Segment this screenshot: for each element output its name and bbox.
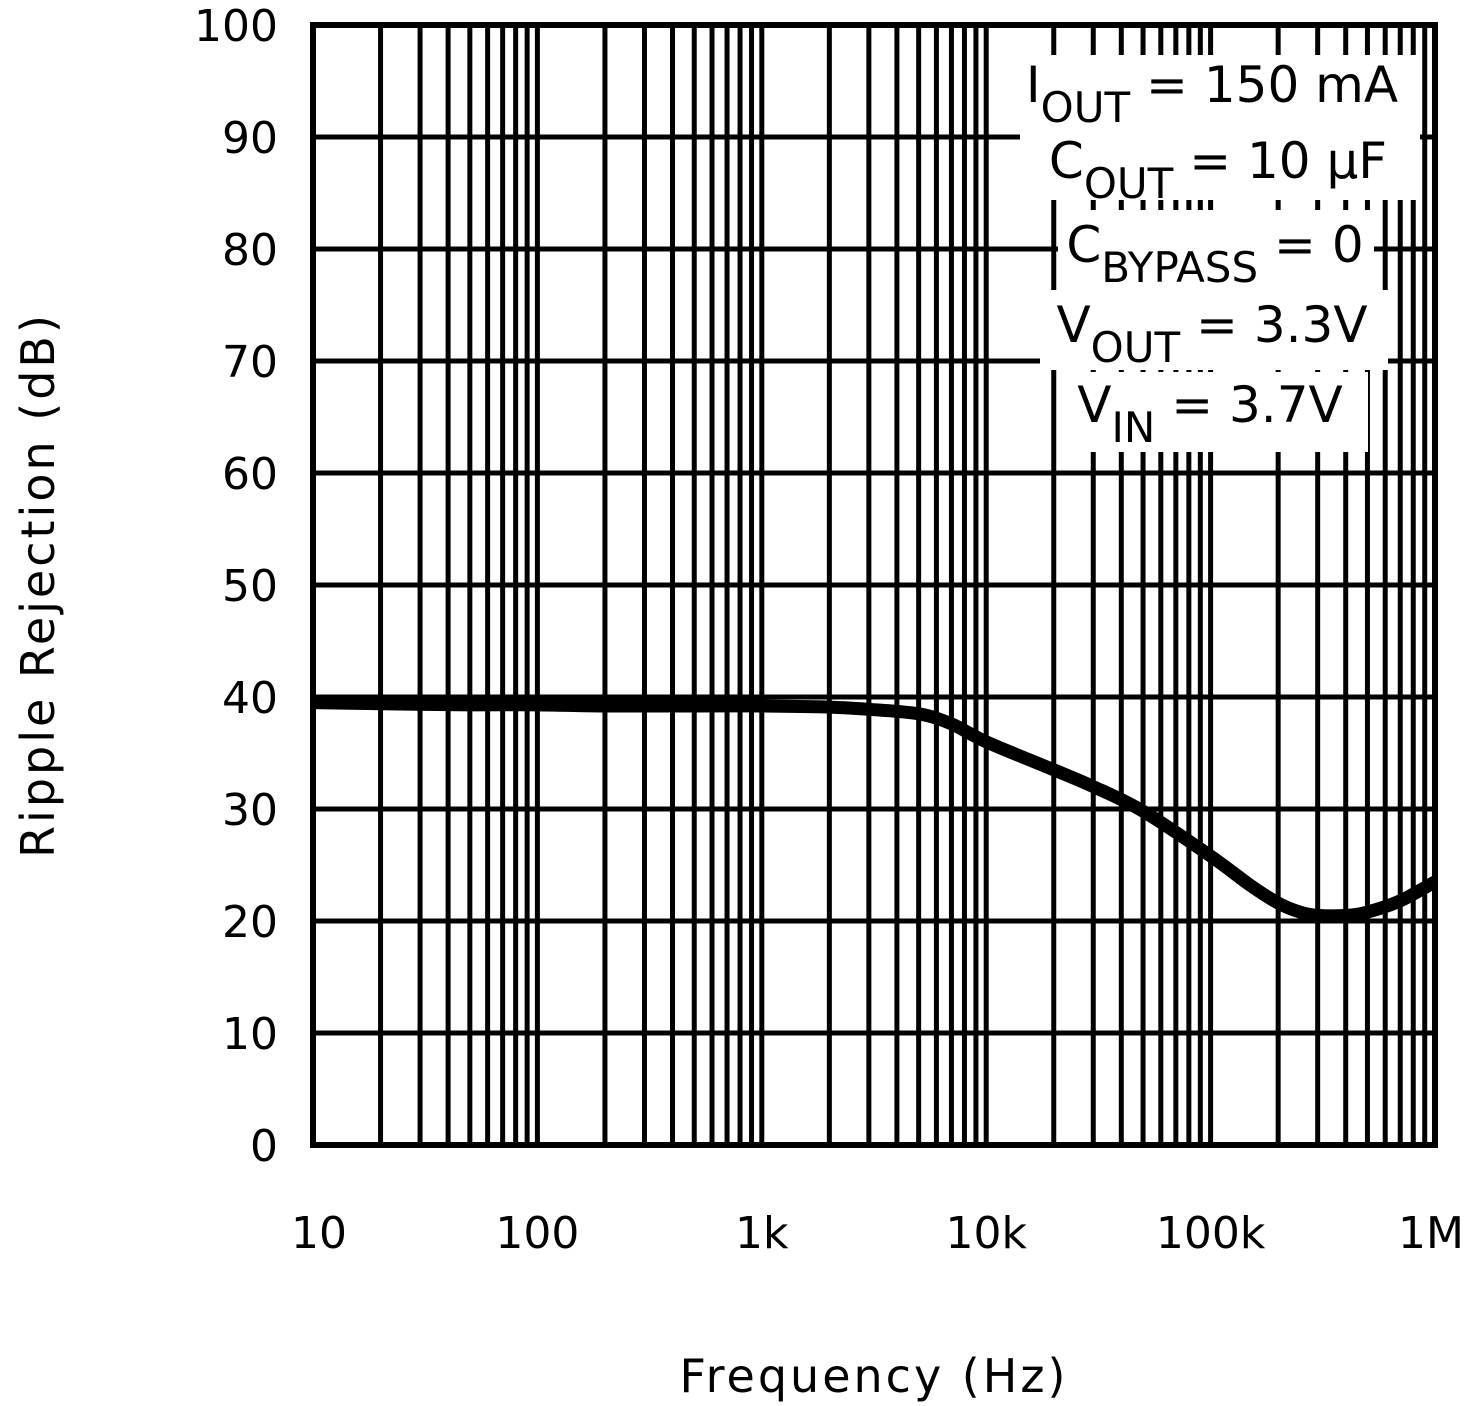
y-axis-title: Ripple Rejection (dB): [11, 312, 65, 858]
x-tick-label: 100: [495, 1208, 579, 1259]
y-tick-label: 20: [222, 897, 278, 948]
x-tick-label: 10k: [945, 1208, 1027, 1259]
y-tick-label: 70: [222, 337, 278, 388]
y-tick-label: 0: [250, 1121, 278, 1172]
annotation-line: VOUT = 3.3V: [1056, 296, 1367, 372]
x-tick-label: 1k: [735, 1208, 789, 1259]
annotation-line: IOUT = 150 mA: [1026, 56, 1398, 132]
y-tick-label: 40: [222, 673, 278, 724]
x-tick-label: 100k: [1156, 1208, 1266, 1259]
x-axis-title: Frequency (Hz): [680, 1349, 1069, 1403]
ripple-rejection-curve: [312, 696, 1439, 923]
y-tick-label: 10: [222, 1009, 278, 1060]
y-axis-tick-labels: 0 10 20 30 40 50 60 70 80 90 100: [194, 1, 278, 1172]
plot-frame: [310, 22, 1438, 1148]
y-tick-label: 30: [222, 785, 278, 836]
y-grid-lines: [313, 134, 1435, 1036]
annotation-line: CBYPASS = 0: [1066, 216, 1363, 292]
y-tick-label: 80: [222, 225, 278, 276]
x-axis-tick-labels: 10 100 1k 10k 100k 1M: [291, 1208, 1464, 1259]
x-tick-label: 1M: [1398, 1208, 1464, 1259]
y-tick-label: 50: [222, 561, 278, 612]
y-tick-label: 100: [194, 1, 278, 52]
annotation-line: VIN = 3.7V: [1077, 376, 1342, 452]
annotation-line: COUT = 10 µF: [1049, 132, 1387, 208]
y-tick-label: 60: [222, 449, 278, 500]
x-tick-label: 10: [291, 1208, 347, 1259]
y-tick-label: 90: [222, 113, 278, 164]
annotation-background: [1008, 55, 1420, 452]
